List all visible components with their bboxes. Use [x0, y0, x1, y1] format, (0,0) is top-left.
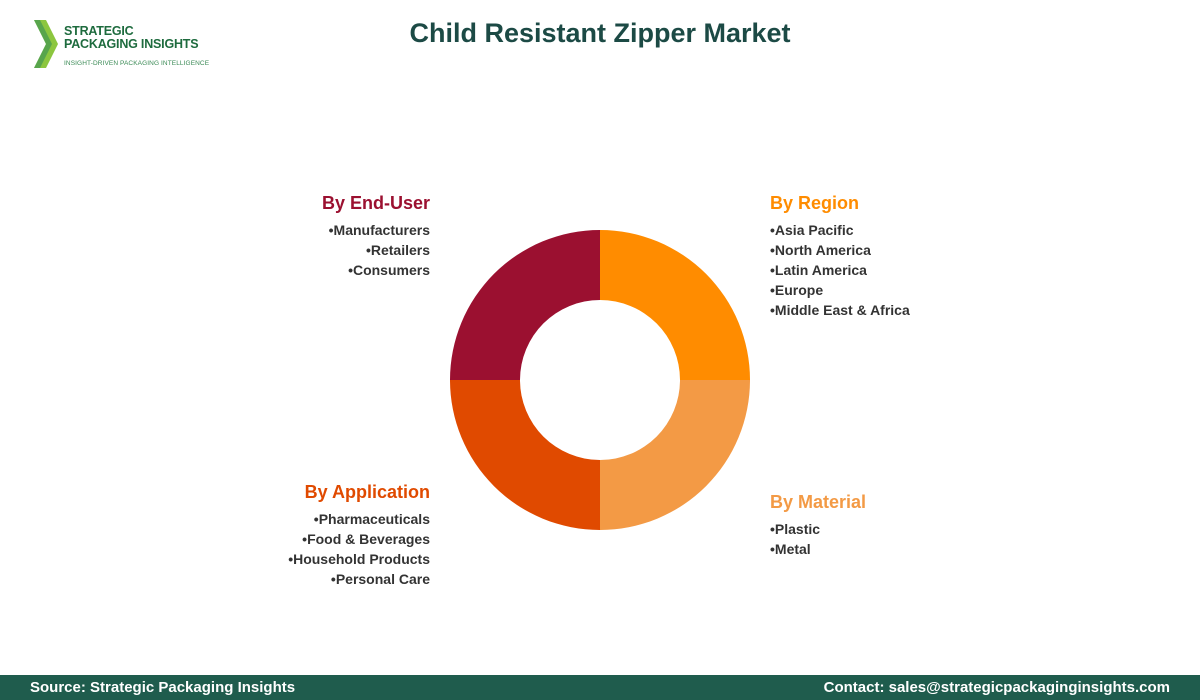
donut-slice-material: [600, 380, 750, 530]
footer: Source: Strategic Packaging Insights Con…: [0, 675, 1200, 700]
footer-source: Source: Strategic Packaging Insights: [30, 679, 296, 696]
donut-slice-region: [600, 230, 750, 380]
logo: STRATEGIC PACKAGING INSIGHTS INSIGHT-DRI…: [30, 18, 209, 72]
segment-list-item: Manufacturers: [170, 220, 430, 240]
logo-name-line1: STRATEGIC: [64, 24, 134, 38]
segment-list-item: Retailers: [170, 240, 430, 260]
segment-list-item: Plastic: [770, 519, 1030, 539]
donut-slice-application: [450, 380, 600, 530]
segment-material: By Material PlasticMetal: [770, 492, 1030, 559]
donut-slice-end-user: [450, 230, 600, 380]
segment-list-region: Asia PacificNorth AmericaLatin AmericaEu…: [770, 220, 1030, 320]
page-title: Child Resistant Zipper Market: [409, 18, 791, 48]
segment-title-material: By Material: [770, 492, 867, 512]
segment-title-application: By Application: [304, 482, 430, 502]
logo-tagline: INSIGHT-DRIVEN PACKAGING INTELLIGENCE: [64, 60, 210, 67]
segment-list-item: Latin America: [770, 260, 1030, 280]
segment-title-region: By Region: [770, 193, 860, 213]
segment-end-user: By End-User ManufacturersRetailersConsum…: [170, 193, 430, 280]
logo-chevron-icon: [34, 20, 58, 68]
segment-list-item: Consumers: [170, 260, 430, 280]
segment-donut: [450, 230, 750, 530]
logo-name-line2: PACKAGING INSIGHTS: [64, 37, 199, 51]
segment-list-item: Food & Beverages: [170, 529, 430, 549]
segment-list-item: Middle East & Africa: [770, 300, 1030, 320]
segment-list-item: Asia Pacific: [770, 220, 1030, 240]
segment-list-item: North America: [770, 240, 1030, 260]
segment-region: By Region Asia PacificNorth AmericaLatin…: [770, 193, 1030, 320]
segment-list-item: Personal Care: [170, 569, 430, 589]
segment-list-item: Pharmaceuticals: [170, 509, 430, 529]
segment-application: By Application PharmaceuticalsFood & Bev…: [170, 482, 430, 589]
footer-contact: Contact: sales@strategicpackaginginsight…: [823, 679, 1170, 696]
segment-title-end-user: By End-User: [321, 193, 430, 213]
segment-list-application: PharmaceuticalsFood & BeveragesHousehold…: [170, 509, 430, 589]
segment-list-item: Europe: [770, 280, 1030, 300]
segment-list-item: Metal: [770, 539, 1030, 559]
segment-list-material: PlasticMetal: [770, 519, 1030, 559]
segment-list-item: Household Products: [170, 549, 430, 569]
segment-list-end-user: ManufacturersRetailersConsumers: [170, 220, 430, 280]
